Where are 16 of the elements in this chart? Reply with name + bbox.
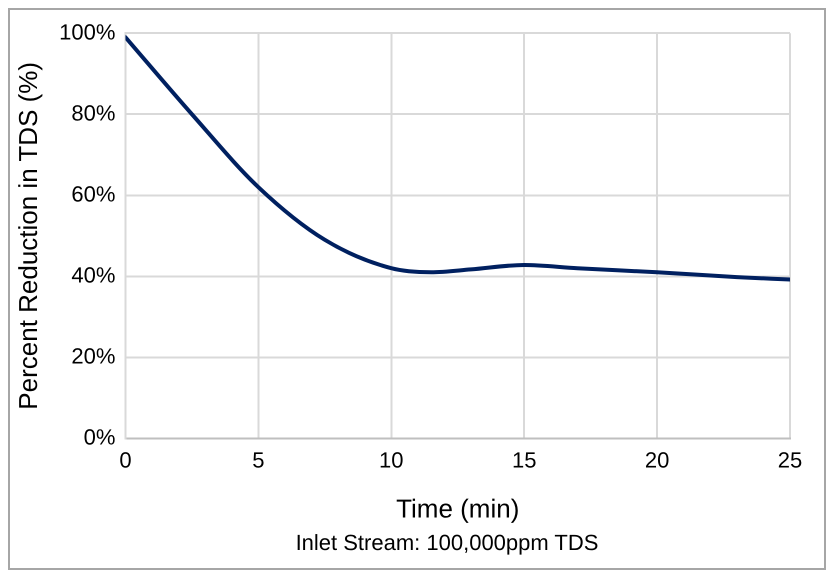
x-tick-label: 5 [252,448,264,473]
y-tick-label: 80% [71,100,116,126]
x-axis-title: Time (min) [396,494,520,524]
y-tick-label: 100% [59,19,116,44]
x-tick-label: 15 [512,448,536,473]
y-tick-label: 0% [84,424,116,450]
x-tick-label: 25 [778,448,802,473]
y-tick-label: 40% [71,262,116,288]
y-axis-title: Percent Reduction in TDS (%) [12,62,43,410]
line-series [125,35,790,282]
y-tick-label: 20% [71,343,116,368]
x-tick-label: 20 [644,448,670,473]
text: Inlet Stream: 100,000ppm TDS [294,530,600,556]
y-tick-label: 60% [71,181,116,206]
x-tick-label: 10 [379,448,404,473]
x-tick-label: 0 [119,448,132,473]
